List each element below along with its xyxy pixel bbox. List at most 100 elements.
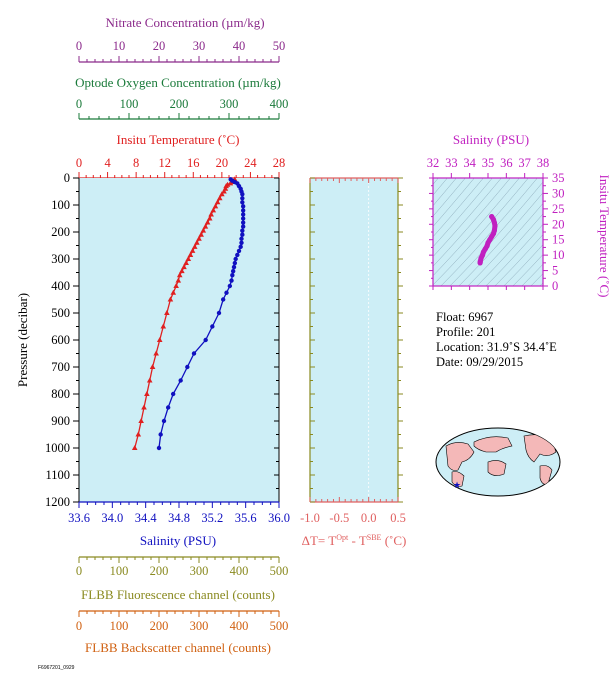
density-contour [433,178,520,277]
fluorescence-axis-tick-label: 200 [150,564,169,578]
salinity-point [240,224,246,229]
backscatter-axis-tick-label: 0 [76,619,82,633]
salinity-point [240,216,246,221]
fluorescence-axis-label: FLBB Fluorescence channel (counts) [81,587,275,602]
temperature-point [173,283,179,288]
salinity-point [210,324,215,329]
temperature-axis: Insitu Temperature (˚C) 0 4 8 12 16 20 24 28 [76,132,285,179]
land-mass [451,471,465,487]
density-contour [433,178,493,248]
ts-y-tick-label: 5 [552,264,558,278]
fluorescence-axis-tick-label: 400 [230,564,249,578]
ts-x-tick-label: 35 [482,156,495,170]
ts-point [477,260,483,266]
salinity-point [232,260,238,266]
salinity-axis-tick-label: 35.6 [235,511,257,525]
salinity-point [220,297,226,302]
temperature-axis-tick-label: 16 [187,156,200,170]
ts-y-tick-label: 20 [552,217,565,231]
temperature-point [175,277,182,283]
temperature-point [131,445,138,450]
temperature-point [149,364,156,369]
temperature-point [194,239,200,245]
salinity-point [240,204,246,209]
density-contour [467,202,543,286]
backscatter-axis-label: FLBB Backscatter channel (counts) [85,640,271,655]
salinity-point [191,351,197,356]
pressure-tick-label: 400 [51,279,70,293]
salinity-point [165,405,171,410]
salinity-axis-tick-label: 34.0 [101,511,123,525]
ts-y-tick-label: 30 [552,186,565,200]
temperature-point [135,431,142,437]
salinity-point [230,268,236,274]
temperature-point [160,323,167,329]
temperature-axis-tick-label: 20 [216,156,229,170]
oxygen-axis-tick-label: 0 [76,97,82,111]
salinity-point [240,196,245,201]
temperature-point [176,272,183,278]
land-mass [487,460,507,476]
temperature-point [187,251,194,257]
temperature-point [146,377,153,383]
density-contour [476,213,543,286]
delta-t-axes: -1.0 -0.5 0.0 0.5 [300,177,406,525]
ts-x-tick-label: 32 [427,156,440,170]
backscatter-axis-tick-label: 100 [110,619,129,633]
temperature-point [141,404,147,410]
salinity-point [233,256,238,262]
salinity-point [240,208,246,213]
density-contour [494,234,543,286]
ts-x-tick-label: 34 [463,156,476,170]
salinity-point [229,278,234,283]
float-id: Float: 6967 [436,310,494,324]
delta-t-tick-label: -0.5 [329,511,349,525]
ts-x-tick-label: 36 [500,156,513,170]
temperature-point [179,268,185,274]
temperature-point [167,296,174,302]
delta-t-tick-label: 0.5 [390,511,406,525]
pressure-tick-label: 1200 [45,495,70,509]
salinity-axis-label: Salinity (PSU) [140,533,216,548]
nitrate-axis-tick-label: 30 [193,39,206,53]
nitrate-axis-tick-label: 10 [113,39,126,53]
temperature-point [198,231,204,237]
backscatter-axis-tick-label: 300 [190,619,209,633]
oxygen-axis-tick-label: 400 [270,97,289,111]
density-contours [433,178,543,286]
salinity-point [236,248,242,254]
world-map: ★ [435,427,561,497]
temperature-point [138,418,144,423]
salinity-axis-tick-label: 36.0 [268,511,290,525]
land-mass [445,442,475,471]
temperature-axis-tick-label: 24 [244,156,257,170]
salinity-point [240,212,246,217]
backscatter-axis: 0 100 200 300 400 500 FLBB Backscatter channe… [76,610,288,655]
profile-date: Date: 09/29/2015 [436,355,524,369]
density-contour [449,181,543,286]
salinity-point [240,192,245,197]
pressure-tick-label: 900 [51,414,70,428]
oxygen-axis: Optode Oxygen Concentration (µm/kg) 0 100… [75,75,289,120]
ts-salinity-label: Salinity (PSU) [453,132,529,147]
salinity-point [158,432,163,437]
temperature-axis-tick-label: 0 [76,156,82,170]
ts-temperature-label: Insitu Temperature (˚C) [597,174,612,297]
ts-point [492,223,498,229]
salinity-point [156,445,162,451]
density-contour [433,178,502,257]
nitrate-axis-tick-label: 20 [153,39,166,53]
temperature-point [156,337,163,342]
temperature-axis-tick-label: 4 [104,156,111,170]
temperature-point [212,203,219,209]
density-contour [433,178,511,267]
ts-points [477,213,498,266]
ts-y-tick-label: 35 [552,171,565,185]
pressure-tick-label: 1100 [45,468,70,482]
salinity-point [185,364,190,370]
ts-y-tick-label: 0 [552,279,558,293]
salinity-point [216,310,222,316]
temperature-point [202,223,209,229]
